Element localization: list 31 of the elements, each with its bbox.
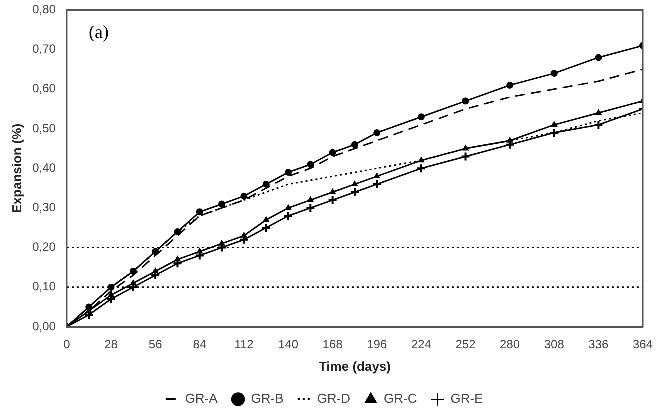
x-tick-label: 140: [278, 338, 299, 352]
x-tick-label: 28: [104, 338, 118, 352]
x-tick-label: 56: [148, 338, 163, 352]
x-tick-label: 364: [632, 338, 654, 352]
y-tick-label: 0,40: [32, 160, 56, 175]
legend-label: GR-A: [185, 391, 218, 406]
y-tick-label: 0,50: [32, 121, 56, 136]
x-tick-label: 196: [367, 338, 388, 352]
x-tick-label: 84: [193, 338, 207, 352]
x-tick-label: 336: [588, 338, 610, 352]
x-tick-label: 280: [500, 338, 520, 352]
legend-label: GR-D: [317, 391, 350, 406]
x-tick-label: 0: [64, 338, 71, 352]
x-tick-label: 112: [234, 338, 254, 352]
legend-label: GR-C: [384, 391, 418, 406]
y-axis-title: Expansion (%): [9, 124, 24, 214]
legend-label: GR-E: [450, 391, 484, 406]
x-tick-label: 308: [544, 338, 565, 352]
x-tick-label: 168: [322, 338, 344, 352]
y-tick-label: 0,60: [32, 82, 56, 96]
y-tick-label: 0,30: [32, 200, 56, 215]
x-axis-title: Time (days): [318, 358, 391, 374]
y-tick-label: 0,70: [32, 42, 56, 56]
y-tick-label: 0,00: [32, 319, 56, 334]
legend-label: GR-B: [251, 391, 284, 406]
y-tick-label: 0,10: [32, 280, 56, 294]
y-tick-label: 0,20: [32, 240, 56, 254]
x-tick-label: 224: [411, 338, 432, 352]
x-tick-label: 252: [456, 338, 476, 352]
annotation: (a): [88, 22, 109, 42]
y-tick-label: 0,80: [32, 2, 56, 17]
